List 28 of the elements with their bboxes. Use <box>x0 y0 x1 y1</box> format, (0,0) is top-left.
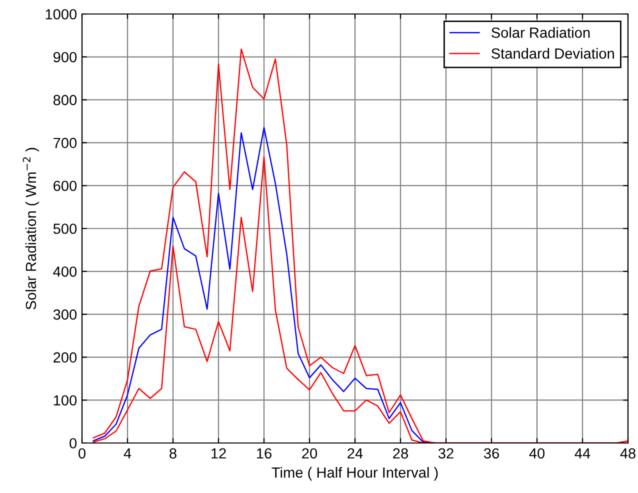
y-tick-label: 100 <box>54 395 77 406</box>
y-tick-label: 0 <box>70 438 77 448</box>
y-tick-label: 500 <box>53 224 77 234</box>
y-tick-label: 900 <box>53 52 77 62</box>
x-tick-label: 36 <box>484 448 499 459</box>
x-tick-label: 40 <box>529 448 545 459</box>
y-tick-label: 700 <box>54 138 77 148</box>
x-tick-label: 16 <box>257 448 272 459</box>
x-tick-label: 24 <box>348 448 363 458</box>
x-tick-label: 48 <box>620 448 636 459</box>
legend-label: Standard Deviation <box>492 48 614 59</box>
x-tick-label: 4 <box>124 448 132 458</box>
y-tick-label: 1000 <box>46 9 77 20</box>
x-tick-label: 20 <box>302 448 318 459</box>
x-tick-label: 44 <box>574 448 590 458</box>
y-tick-label: 400 <box>53 266 77 277</box>
x-tick-label: 28 <box>393 448 408 459</box>
y-tick-label: 600 <box>54 180 77 192</box>
x-tick-label: 0 <box>78 448 86 459</box>
x-axis-title: Time ( Half Hour Interval ) <box>272 467 438 481</box>
y-tick-label: 800 <box>53 94 77 106</box>
x-tick-label: 8 <box>170 448 176 459</box>
y-tick-label: 300 <box>53 309 77 320</box>
y-axis-title: Solar Radiation ( Wm$^{−2}$ ) <box>22 148 39 310</box>
x-tick-label: 12 <box>212 448 226 458</box>
y-tick-label: 200 <box>54 352 77 363</box>
x-tick-label: 32 <box>438 448 454 459</box>
legend-label: Solar Radiation <box>492 27 590 38</box>
